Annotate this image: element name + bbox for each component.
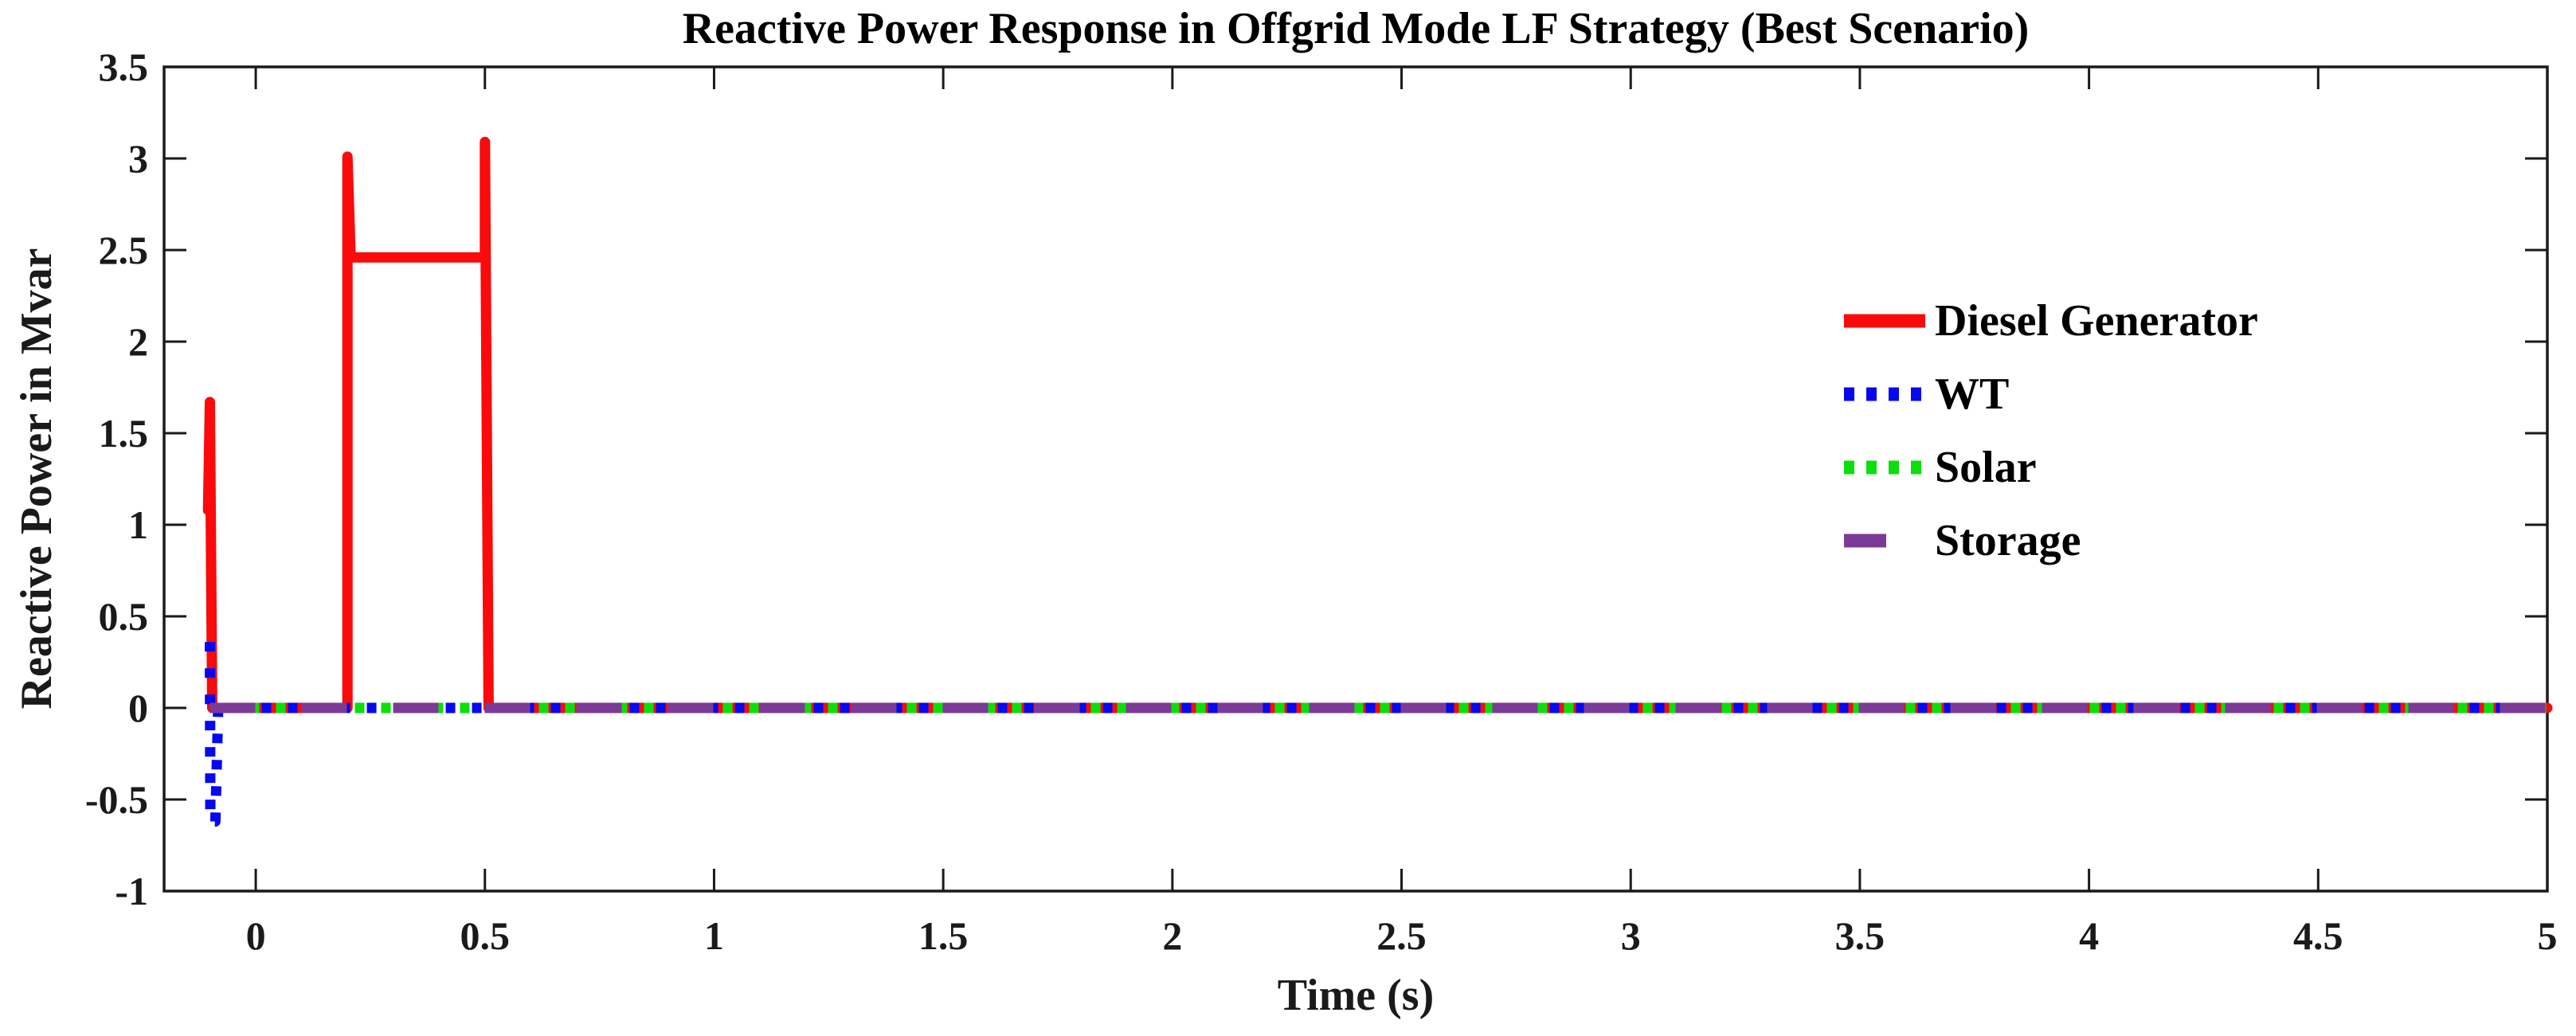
- legend-item-wt: WT: [1842, 358, 2258, 431]
- x-tick-label: 0: [246, 913, 266, 958]
- legend-item-diesel-generator: Diesel Generator: [1842, 284, 2258, 358]
- y-tick-label: 0.5: [99, 594, 149, 639]
- x-tick-label: 3: [1621, 913, 1641, 958]
- diesel-generator-line-swatch-icon: [1844, 314, 1925, 328]
- legend: Diesel Generator WT Solar Storage: [1842, 284, 2258, 577]
- axes-frame: [162, 65, 2549, 893]
- x-tick-label: 1.5: [918, 913, 969, 958]
- x-tick-label: 1: [704, 913, 724, 958]
- y-tick-label: -1: [115, 869, 148, 913]
- y-tick-label: -0.5: [85, 777, 148, 822]
- tick-labels: 0 0.5 1 1.5 2 2.5 3 3.5 4 4.5 5 -1 -0.5 0 0.5 1 1.5 2 2.5 3…: [85, 45, 2558, 958]
- solar-line-swatch-icon: [1844, 460, 1925, 475]
- y-tick-label: 1.5: [99, 411, 149, 455]
- x-axis-label: Time (s): [1277, 971, 1435, 1020]
- x-tick-label: 2: [1162, 913, 1182, 958]
- series-line-diesel-generator: [202, 136, 2553, 713]
- chart-title: Reactive Power Response in Offgrid Mode …: [682, 4, 2030, 53]
- y-tick-label: 0: [128, 686, 148, 730]
- legend-label: Solar: [1935, 443, 2037, 492]
- y-tick-label: 1: [128, 502, 148, 547]
- y-tick-label: 2.5: [99, 228, 149, 272]
- x-tick-label: 3.5: [1835, 913, 1885, 958]
- legend-item-storage: Storage: [1842, 504, 2258, 577]
- storage-line-swatch-icon: [1844, 534, 1925, 548]
- legend-item-solar: Solar: [1842, 431, 2258, 504]
- legend-label: WT: [1935, 369, 2010, 419]
- legend-label: Storage: [1935, 516, 2081, 565]
- y-tick-label: 2: [128, 319, 148, 364]
- series-line-wt: [205, 642, 2547, 827]
- y-tick-label: 3: [128, 136, 148, 181]
- y-tick-label: 3.5: [99, 45, 149, 89]
- x-tick-label: 4.5: [2293, 913, 2343, 958]
- series-lines: [202, 136, 2553, 827]
- axes-box: [162, 65, 2549, 893]
- wt-line-swatch-icon: [1844, 387, 1925, 401]
- x-tick-label: 4: [2079, 913, 2099, 958]
- x-tick-label: 0.5: [460, 913, 511, 958]
- x-tick-label: 5: [2538, 913, 2558, 958]
- legend-label: Diesel Generator: [1935, 296, 2258, 346]
- y-axis-label: Reactive Power in Mvar: [12, 248, 61, 710]
- x-tick-label: 2.5: [1376, 913, 1427, 958]
